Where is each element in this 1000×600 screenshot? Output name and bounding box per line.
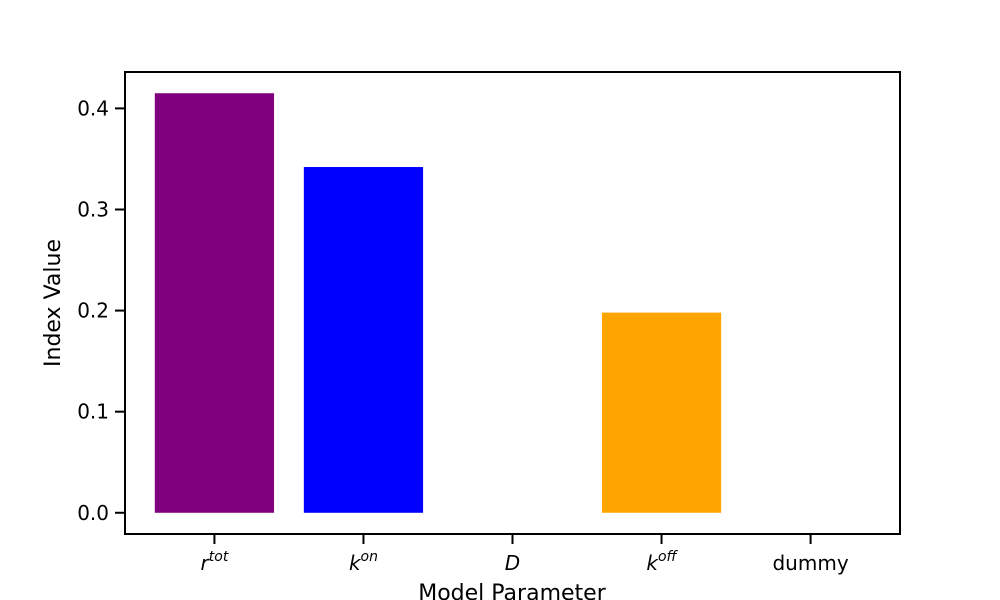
plot-frame: [124, 71, 901, 535]
bar-3: [601, 312, 722, 513]
y-tick-label: 0.4: [77, 96, 109, 120]
x-tick-label: rtot: [201, 549, 229, 575]
x-axis-title: Model Parameter: [418, 581, 606, 600]
x-tick-label: kon: [349, 549, 378, 575]
y-ticks-group: 0.0 0.1 0.2 0.3 0.4: [77, 96, 125, 525]
y-tick-label: 0.2: [77, 299, 109, 323]
bars-group: [154, 93, 722, 513]
y-axis-title: Index Value: [41, 239, 66, 367]
x-tick-label: dummy: [772, 551, 848, 575]
x-tick-label: D: [505, 551, 520, 575]
bar-1: [303, 167, 424, 513]
x-tick-label: koff: [646, 549, 678, 575]
y-tick-label: 0.0: [77, 501, 109, 525]
bar-0: [154, 93, 275, 513]
y-tick-label: 0.1: [77, 400, 109, 424]
y-tick-label: 0.3: [77, 197, 109, 221]
